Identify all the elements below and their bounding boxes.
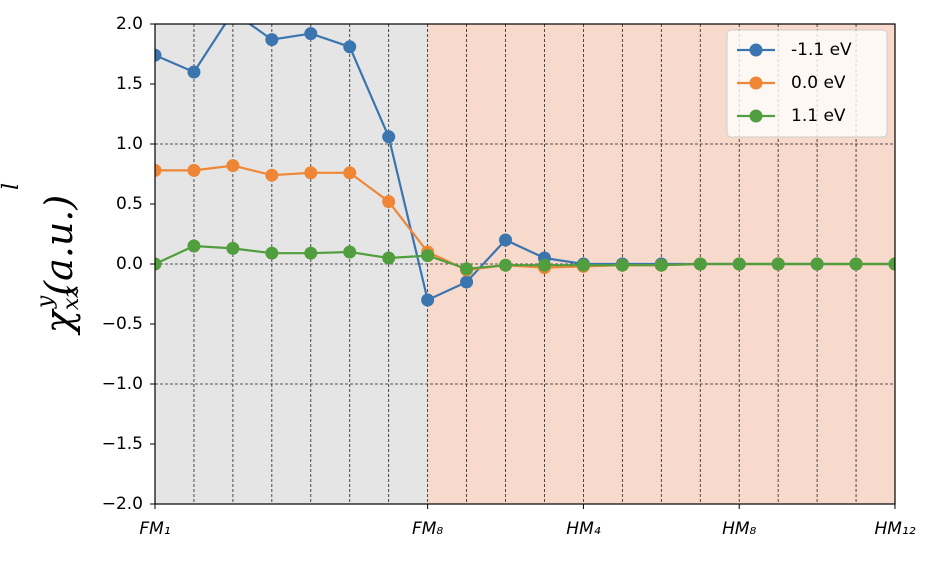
y-tick-label: 0.5 <box>116 194 143 214</box>
point <box>382 195 396 209</box>
legend-label: 1.1 eV <box>791 106 846 126</box>
point <box>343 40 357 54</box>
y-tick-label: 0.0 <box>116 254 143 274</box>
point <box>304 246 318 260</box>
point <box>382 251 396 265</box>
legend-marker <box>749 109 763 123</box>
y-label-sub: xz <box>59 286 84 310</box>
y-tick-label: −0.5 <box>102 314 143 334</box>
point <box>421 249 435 263</box>
point <box>771 257 785 271</box>
point <box>265 33 279 47</box>
x-tick-label: HM₈ <box>722 519 756 539</box>
point <box>155 48 162 62</box>
point <box>226 159 240 173</box>
point <box>499 233 513 247</box>
legend-marker <box>749 43 763 57</box>
x-tick-label: FM₈ <box>412 519 443 539</box>
point <box>187 163 201 177</box>
point <box>265 168 279 182</box>
point <box>226 241 240 255</box>
y-axis-label: χxzy(a.u.) <box>33 195 84 336</box>
y-tick-label: 1.0 <box>116 134 143 154</box>
y-tick-label: 1.5 <box>116 74 143 94</box>
point <box>693 257 707 271</box>
point <box>499 258 513 272</box>
point <box>615 258 629 272</box>
y-tick-label: −1.0 <box>102 374 143 394</box>
point <box>187 65 201 79</box>
y-label-unit: (a.u.) <box>37 195 81 296</box>
point <box>155 163 162 177</box>
point <box>888 257 895 271</box>
y-tick-label: −2.0 <box>102 494 143 514</box>
point <box>226 6 239 19</box>
y-tick-label: 2.0 <box>116 14 143 34</box>
legend-label: -1.1 eV <box>791 40 852 60</box>
legend-marker <box>749 76 763 90</box>
y-tick-label: −1.5 <box>102 434 143 454</box>
y-label-sup: y <box>33 295 58 309</box>
point <box>382 130 396 144</box>
point <box>849 257 863 271</box>
legend-label: 0.0 eV <box>791 73 846 93</box>
point <box>732 257 746 271</box>
y-label-symbol: χ <box>37 308 81 336</box>
point <box>265 246 279 260</box>
point <box>304 27 318 41</box>
point <box>304 166 318 180</box>
point <box>654 258 668 272</box>
point <box>810 257 824 271</box>
point <box>460 275 474 289</box>
legend-box <box>726 29 888 138</box>
point <box>421 293 435 307</box>
x-tick-label: HM₄ <box>566 519 600 539</box>
point <box>537 258 551 272</box>
point <box>343 166 357 180</box>
plot-frame <box>154 23 896 505</box>
point <box>187 239 201 253</box>
point <box>343 245 357 259</box>
point <box>460 262 474 276</box>
point <box>576 258 590 272</box>
x-tick-label: HM₁₂ <box>874 519 915 539</box>
y-label-pre-sup: l <box>0 183 24 190</box>
point <box>155 257 162 271</box>
x-tick-label: FM₁ <box>139 519 170 539</box>
